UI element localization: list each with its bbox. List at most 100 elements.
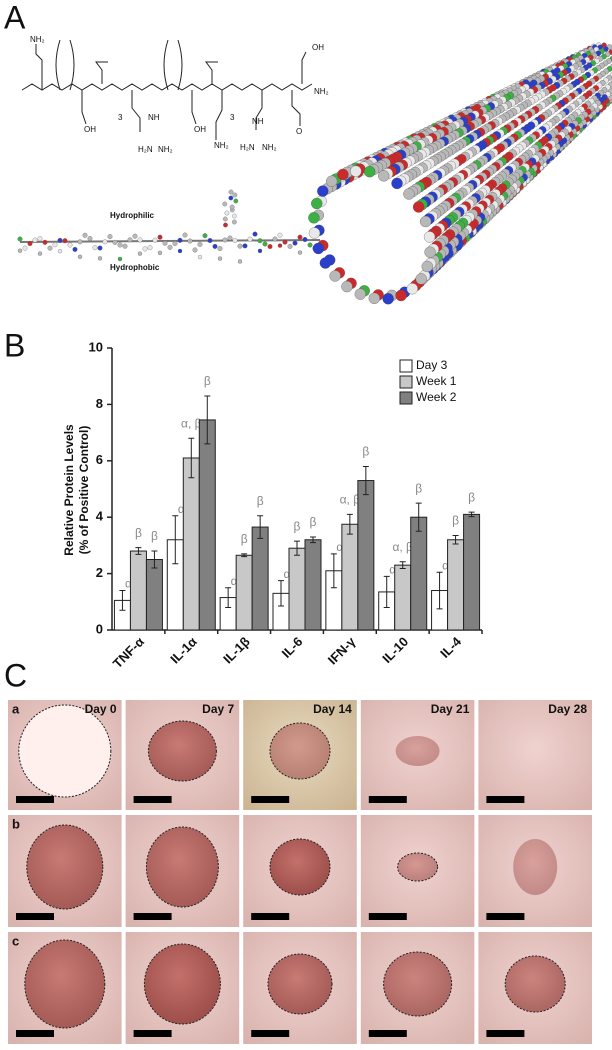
x-tick-label: TNF-α <box>110 634 147 671</box>
atom <box>282 239 288 245</box>
bar <box>304 539 322 631</box>
atom <box>227 235 233 241</box>
atom <box>47 245 53 251</box>
significance-label: β <box>362 445 369 459</box>
atom <box>412 201 425 213</box>
atom <box>395 289 407 302</box>
scale-bar <box>251 1030 290 1037</box>
atom <box>415 273 427 285</box>
atom <box>350 165 362 177</box>
atom <box>222 237 228 243</box>
atom <box>307 242 313 248</box>
atom <box>37 236 43 242</box>
atom <box>232 213 237 219</box>
x-tick-label: IL-1β <box>220 634 253 667</box>
atom <box>287 243 293 249</box>
wound-outline <box>383 951 453 1017</box>
atom <box>132 233 138 239</box>
atom <box>329 270 341 282</box>
atom <box>302 237 308 242</box>
x-tick-label: IL-6 <box>279 634 306 661</box>
atom <box>222 201 228 207</box>
atom-label: H₂N <box>138 145 153 154</box>
significance-label: β <box>468 490 475 504</box>
wound-outline <box>397 852 439 882</box>
error-bar <box>119 590 126 611</box>
error-bar <box>346 513 353 535</box>
wound <box>26 825 103 909</box>
atom <box>354 288 366 300</box>
nanofiber-model <box>308 42 612 305</box>
atom <box>82 232 88 238</box>
x-tick-label: IL-1α <box>167 634 200 667</box>
error-bar <box>468 511 475 518</box>
bond <box>19 239 321 243</box>
significance-label: α <box>442 558 449 572</box>
atom <box>187 238 193 244</box>
wound-outline <box>143 943 221 1025</box>
wound <box>146 827 219 907</box>
x-tick-label: IL-4 <box>437 633 464 660</box>
error-bar <box>135 547 142 555</box>
atom <box>162 240 168 246</box>
significance-label: α, β <box>392 540 413 554</box>
atom <box>147 245 153 251</box>
significance-label: α <box>178 502 185 516</box>
atom-label: NH₂ <box>262 143 277 152</box>
wound <box>505 956 566 1012</box>
atom <box>277 243 283 248</box>
atom <box>117 242 123 248</box>
error-bar <box>241 553 248 558</box>
legend-swatch <box>399 391 413 405</box>
legend-label: Week 2 <box>416 390 457 404</box>
atom <box>122 243 128 249</box>
atom <box>17 248 23 253</box>
wound <box>270 839 330 895</box>
atom <box>217 256 223 261</box>
atom <box>52 242 58 248</box>
scale-bar <box>368 913 407 920</box>
x-tick-label: IFN-γ <box>325 633 359 667</box>
scale-bar <box>16 1030 54 1037</box>
atom <box>382 293 394 305</box>
atom <box>317 185 329 197</box>
bar <box>198 419 216 631</box>
error-bar <box>188 437 195 479</box>
atom <box>272 236 278 242</box>
scale-bar <box>486 796 525 803</box>
significance-label: β <box>135 526 142 540</box>
error-bar <box>204 395 211 445</box>
significance-label: β <box>415 481 422 495</box>
significance-label: β <box>204 374 211 388</box>
error-bar <box>399 561 406 570</box>
atom <box>97 245 103 251</box>
panel-label: A <box>4 0 26 35</box>
significance-label: α, β <box>340 493 361 507</box>
atom <box>157 234 163 240</box>
wound <box>395 736 440 766</box>
atom <box>292 240 298 246</box>
error-bar <box>172 515 179 565</box>
wound <box>513 839 558 895</box>
y-tick-label: 8 <box>96 396 103 411</box>
wound <box>397 853 438 881</box>
legend-swatch <box>399 359 413 373</box>
atom <box>391 177 403 190</box>
atom-label: NH₂ <box>314 87 329 96</box>
chemical-structure: NH₂ OH 3 NH H₂N NH₂ OH 3 NH₂ NH H₂N NH₂ OH NH₂ O <box>21 35 329 154</box>
wound <box>24 940 105 1028</box>
atom <box>232 219 237 225</box>
atom <box>297 250 303 255</box>
scale-bar <box>133 796 172 803</box>
scale-bar <box>133 1030 172 1037</box>
atom <box>137 237 143 243</box>
y-tick-label: 10 <box>89 339 103 354</box>
bar <box>182 457 200 631</box>
scale-bar <box>368 796 407 803</box>
wound-outline <box>269 722 331 780</box>
atom <box>207 238 213 243</box>
scale-bar <box>368 1030 407 1037</box>
atom <box>142 246 148 252</box>
x-tick-label: IL-10 <box>379 634 411 666</box>
